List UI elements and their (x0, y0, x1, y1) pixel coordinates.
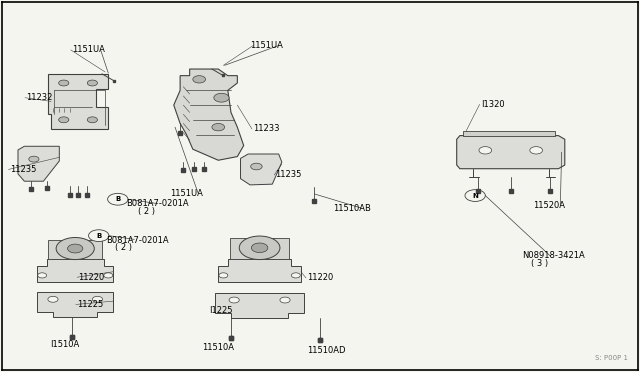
Polygon shape (218, 259, 301, 282)
Text: I1510A: I1510A (50, 340, 79, 349)
Text: 11220: 11220 (78, 273, 104, 282)
Polygon shape (37, 292, 113, 317)
Text: S: P00P 1: S: P00P 1 (595, 355, 628, 361)
Text: ( 2 ): ( 2 ) (115, 243, 132, 252)
Text: I1320: I1320 (481, 100, 504, 109)
Text: 11220: 11220 (307, 273, 333, 282)
Text: 11520A: 11520A (533, 201, 565, 210)
Text: I1225: I1225 (209, 306, 232, 315)
Circle shape (193, 76, 205, 83)
Circle shape (29, 156, 39, 162)
Polygon shape (457, 136, 564, 169)
Text: 11510AB: 11510AB (333, 203, 371, 212)
Circle shape (38, 273, 47, 278)
Circle shape (479, 147, 492, 154)
Circle shape (88, 230, 109, 241)
Circle shape (251, 163, 262, 170)
Polygon shape (241, 154, 282, 185)
Circle shape (92, 296, 102, 302)
Polygon shape (49, 240, 102, 259)
Polygon shape (18, 146, 60, 181)
Text: 1151UA: 1151UA (171, 189, 204, 198)
Text: 11233: 11233 (253, 125, 280, 134)
Text: B081A7-0201A: B081A7-0201A (106, 236, 168, 245)
Text: 11510AD: 11510AD (307, 346, 346, 355)
Circle shape (219, 273, 228, 278)
Text: 11235: 11235 (275, 170, 302, 179)
Circle shape (214, 93, 229, 102)
Text: 11510A: 11510A (202, 343, 234, 352)
Text: 11232: 11232 (26, 93, 52, 102)
Circle shape (212, 124, 225, 131)
Circle shape (229, 297, 239, 303)
Text: B081A7-0201A: B081A7-0201A (126, 199, 189, 208)
Circle shape (59, 117, 69, 123)
Text: N: N (472, 193, 478, 199)
Circle shape (56, 237, 94, 260)
Circle shape (465, 190, 485, 202)
Circle shape (104, 273, 113, 278)
Polygon shape (463, 131, 556, 136)
Polygon shape (173, 69, 244, 160)
Circle shape (280, 297, 290, 303)
Text: 11235: 11235 (10, 165, 36, 174)
Text: N08918-3421A: N08918-3421A (522, 251, 585, 260)
Text: B: B (96, 232, 101, 239)
Circle shape (48, 296, 58, 302)
Circle shape (68, 244, 83, 253)
Polygon shape (215, 293, 304, 318)
Circle shape (59, 80, 69, 86)
Text: ( 2 ): ( 2 ) (138, 206, 154, 215)
Circle shape (239, 236, 280, 260)
Polygon shape (37, 259, 113, 282)
Text: 11225: 11225 (77, 300, 104, 309)
Text: 1151UA: 1151UA (250, 41, 283, 50)
Circle shape (108, 193, 128, 205)
Circle shape (87, 80, 97, 86)
Polygon shape (230, 238, 289, 259)
Text: B: B (115, 196, 120, 202)
Circle shape (530, 147, 543, 154)
Circle shape (87, 117, 97, 123)
Polygon shape (48, 74, 108, 129)
Text: ( 3 ): ( 3 ) (531, 259, 548, 268)
Text: 1151UA: 1151UA (72, 45, 105, 54)
Circle shape (291, 273, 300, 278)
Circle shape (252, 243, 268, 253)
